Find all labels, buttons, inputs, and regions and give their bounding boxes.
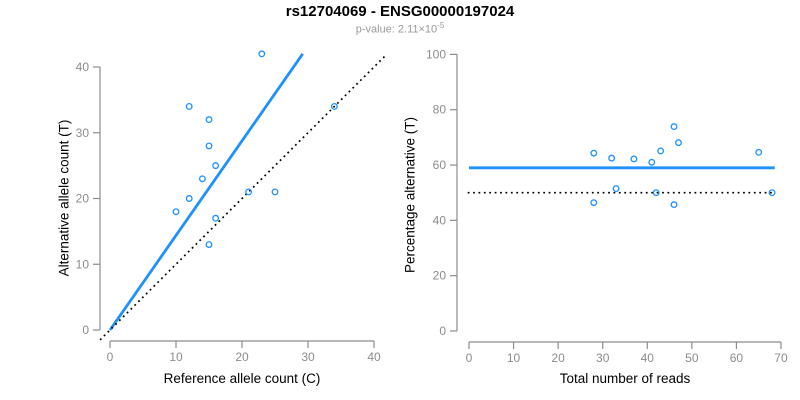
x-tick-label: 30	[301, 350, 315, 364]
data-point	[271, 188, 279, 196]
data-point	[657, 147, 665, 155]
y-tick-label: 0	[439, 324, 446, 338]
data-point	[198, 175, 206, 183]
y-tick-label: 20	[76, 192, 90, 206]
data-point	[648, 158, 656, 166]
data-point	[608, 154, 616, 162]
x-axis-title-right: Total number of reads	[559, 371, 691, 386]
data-point	[630, 155, 638, 163]
data-point	[212, 162, 220, 170]
x-tick-label: 0	[107, 350, 114, 364]
y-tick-label: 60	[433, 158, 447, 172]
data-point	[590, 149, 598, 157]
data-point	[652, 189, 660, 197]
data-point	[245, 188, 253, 196]
y-tick-label: 0	[82, 323, 89, 337]
data-point	[675, 139, 682, 147]
data-point	[670, 201, 678, 209]
pvalue-exponent: -5	[437, 21, 445, 30]
x-tick-label: 70	[774, 351, 788, 365]
x-tick-label: 20	[551, 351, 565, 365]
y-tick-label: 10	[76, 257, 90, 271]
x-tick-label: 0	[466, 351, 473, 365]
data-point	[590, 199, 598, 207]
data-point	[185, 195, 193, 202]
allele-counts-plot: 0 10 20 30 40 0 10 20 30 40	[76, 50, 386, 364]
fit-line	[108, 53, 304, 331]
figure-subtitle: p-value: 2.11×10-5	[0, 21, 800, 36]
figure-title: rs12704069 - ENSG00000197024	[285, 3, 515, 20]
data-point	[258, 50, 266, 58]
y-tick-label: 20	[433, 269, 447, 283]
y-tick-label: 40	[433, 213, 447, 227]
data-point	[205, 241, 213, 248]
y-axis-title-left: Alternative allele count (T)	[56, 119, 72, 277]
x-tick-label: 20	[235, 350, 249, 364]
percentage-reads-plot: 0 10 20 30 40 50 60 70 0 20 40 60 80 100	[426, 47, 788, 365]
data-point	[768, 189, 776, 197]
data-point	[205, 142, 213, 150]
x-axis-title-left: Reference allele count (C)	[163, 371, 321, 386]
y-tick-label: 30	[76, 126, 90, 140]
data-point	[612, 185, 620, 193]
identity-line	[99, 55, 386, 341]
x-tick-label: 60	[730, 351, 744, 365]
y-tick-label: 40	[76, 60, 90, 74]
x-tick-label: 10	[169, 350, 183, 364]
pvalue-text: p-value: 2.11×10	[355, 23, 438, 36]
y-tick-label: 80	[433, 103, 447, 117]
x-tick-label: 30	[596, 351, 610, 365]
data-point	[330, 102, 338, 110]
x-tick-label: 40	[367, 350, 381, 364]
x-tick-label: 10	[507, 351, 521, 365]
data-point	[185, 102, 193, 110]
x-tick-label: 50	[685, 351, 699, 365]
data-point	[755, 148, 763, 156]
y-axis-title-right: Percentage alternative (T)	[402, 116, 418, 274]
data-point	[670, 123, 678, 131]
y-tick-label: 100	[426, 47, 446, 61]
data-point	[212, 214, 220, 222]
x-tick-label: 40	[641, 351, 655, 365]
data-point	[172, 208, 180, 216]
data-point	[205, 116, 213, 124]
